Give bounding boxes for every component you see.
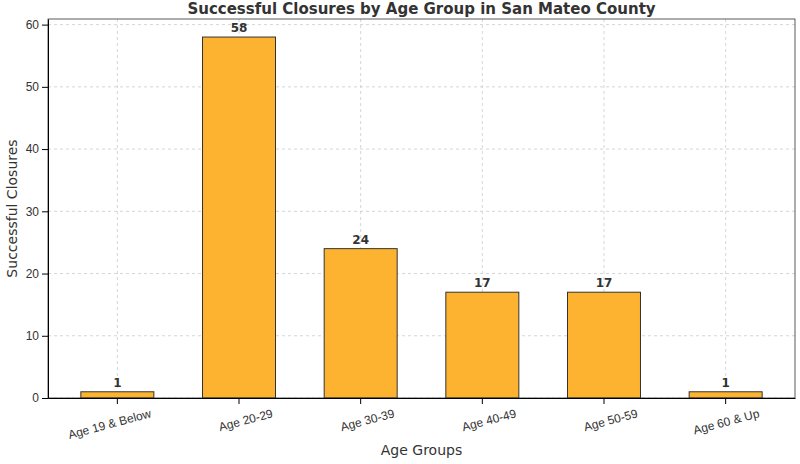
bar (446, 292, 519, 398)
tick-label: 60 (26, 18, 40, 32)
tick-label: 20 (26, 267, 40, 281)
tick: 50 (26, 80, 48, 94)
bar (81, 392, 154, 398)
tick: Age 40-49 (461, 398, 518, 434)
y-axis: 0 10 20 30 40 50 60 (26, 18, 49, 405)
tick-mark (117, 398, 118, 404)
tick-mark (42, 87, 48, 88)
tick-label: 10 (26, 329, 40, 343)
y-axis-title: Successful Closures (4, 139, 20, 277)
tick-label: 40 (26, 142, 40, 156)
tick: 40 (26, 142, 48, 156)
title: Successful Closures by Age Group in San … (187, 0, 655, 18)
tick: 30 (26, 205, 48, 219)
tick: Age 20-29 (217, 398, 274, 434)
tick-mark (239, 398, 240, 404)
grid-line (48, 149, 795, 150)
tick-mark (42, 149, 48, 150)
bar (567, 292, 640, 398)
grid-line (48, 273, 795, 274)
tick-mark (42, 211, 48, 212)
tick: Age 30-39 (339, 398, 396, 434)
tick-mark (42, 25, 48, 26)
data-label: 17 (474, 276, 491, 290)
tick-label: Age 50-59 (582, 406, 639, 434)
tick-mark (42, 274, 48, 275)
tick-label: 0 (32, 391, 39, 405)
axis-line (49, 398, 796, 399)
tick: 20 (26, 267, 48, 281)
plot-frame (48, 19, 795, 398)
tick-label: Age 30-39 (339, 406, 396, 434)
data-label: 24 (352, 233, 369, 247)
grid-line (117, 19, 118, 398)
tick-mark (482, 398, 483, 404)
bar (324, 249, 397, 398)
data-labels: 1 58 24 17 17 1 (113, 21, 730, 390)
axis-line (48, 20, 49, 399)
tick-label: 30 (26, 205, 40, 219)
tick: Age 50-59 (582, 398, 639, 434)
tick-label: 50 (26, 80, 40, 94)
grid-line (48, 86, 795, 87)
x-axis: Age 19 & Below Age 20-29 Age 30-39 Age 40-4… (49, 398, 796, 442)
tick: Age 19 & Below (67, 398, 153, 442)
bar (689, 392, 762, 398)
grid-line (48, 335, 795, 336)
tick: 60 (26, 18, 48, 32)
grid-line (725, 19, 726, 398)
tick: 10 (26, 329, 48, 343)
tick: Age 60 & Up (692, 398, 762, 437)
tick-mark (603, 398, 604, 404)
bar (203, 37, 276, 398)
data-label: 58 (231, 21, 248, 35)
grid (48, 19, 795, 398)
data-label: 1 (721, 376, 729, 390)
tick-label: Age 20-29 (217, 406, 274, 434)
tick: 0 (32, 391, 48, 405)
tick-label: Age 40-49 (461, 406, 518, 434)
tick-mark (42, 336, 48, 337)
tick-mark (42, 398, 48, 399)
grid-line (48, 24, 795, 25)
tick-label: Age 19 & Below (67, 406, 153, 442)
tick-mark (725, 398, 726, 404)
data-label: 17 (596, 276, 613, 290)
bars (81, 37, 762, 398)
chart: Age 19 & Below Age 20-29 Age 30-39 Age 40-4… (0, 0, 800, 464)
x-axis-title: Age Groups (381, 442, 462, 458)
tick-label: Age 60 & Up (692, 406, 762, 437)
tick-mark (360, 398, 361, 404)
grid-line (48, 211, 795, 212)
data-label: 1 (113, 376, 121, 390)
